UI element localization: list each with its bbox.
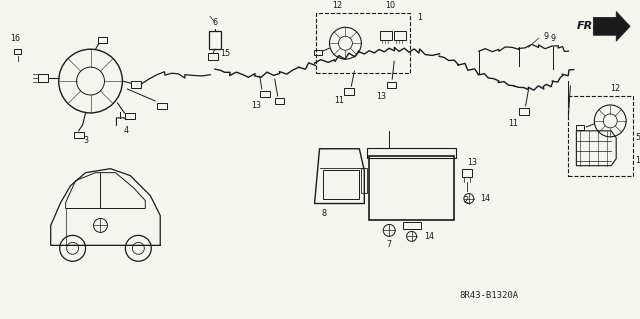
Bar [577, 125, 584, 130]
Text: 13: 13 [467, 158, 477, 167]
Bar [208, 53, 218, 60]
Text: 16: 16 [10, 34, 20, 43]
Bar [369, 156, 454, 220]
Bar [260, 91, 269, 97]
Text: 13: 13 [376, 93, 387, 101]
Text: 6: 6 [212, 18, 218, 27]
Text: 7: 7 [387, 240, 392, 249]
Bar [157, 103, 167, 109]
Text: FR.: FR. [577, 21, 597, 31]
Bar [394, 31, 406, 40]
Bar [314, 50, 321, 55]
Text: 12: 12 [610, 84, 620, 93]
Text: 9: 9 [551, 34, 556, 43]
Text: 14: 14 [480, 194, 490, 203]
Text: 8: 8 [322, 209, 327, 218]
Text: 13: 13 [251, 101, 261, 110]
Bar [367, 148, 456, 158]
Polygon shape [593, 11, 630, 41]
Text: 10: 10 [385, 1, 396, 10]
Bar [131, 81, 141, 87]
Text: 12: 12 [332, 1, 342, 10]
Text: 1: 1 [417, 13, 422, 22]
Bar [362, 168, 367, 193]
Text: 14: 14 [424, 232, 435, 241]
Text: 5: 5 [636, 133, 640, 142]
Bar [518, 108, 529, 115]
Text: 1: 1 [636, 156, 640, 165]
Text: 11: 11 [335, 96, 344, 106]
Bar [98, 37, 107, 43]
Bar [38, 74, 48, 82]
Text: 2: 2 [463, 196, 468, 205]
Text: 3: 3 [83, 136, 88, 145]
Text: 9: 9 [544, 32, 549, 41]
Text: 4: 4 [124, 126, 129, 135]
Bar [74, 132, 84, 138]
Bar [275, 98, 284, 104]
Bar [568, 96, 633, 176]
Text: 15: 15 [220, 49, 230, 58]
Bar [380, 31, 392, 40]
Bar [316, 13, 410, 73]
Bar [387, 82, 396, 88]
Text: 8R43-B1320A: 8R43-B1320A [459, 291, 518, 300]
Bar [14, 49, 21, 54]
Bar [462, 169, 472, 177]
Bar [209, 31, 221, 49]
Bar [344, 87, 355, 94]
Text: 11: 11 [509, 119, 518, 128]
Bar [125, 113, 135, 119]
Bar [403, 222, 420, 229]
